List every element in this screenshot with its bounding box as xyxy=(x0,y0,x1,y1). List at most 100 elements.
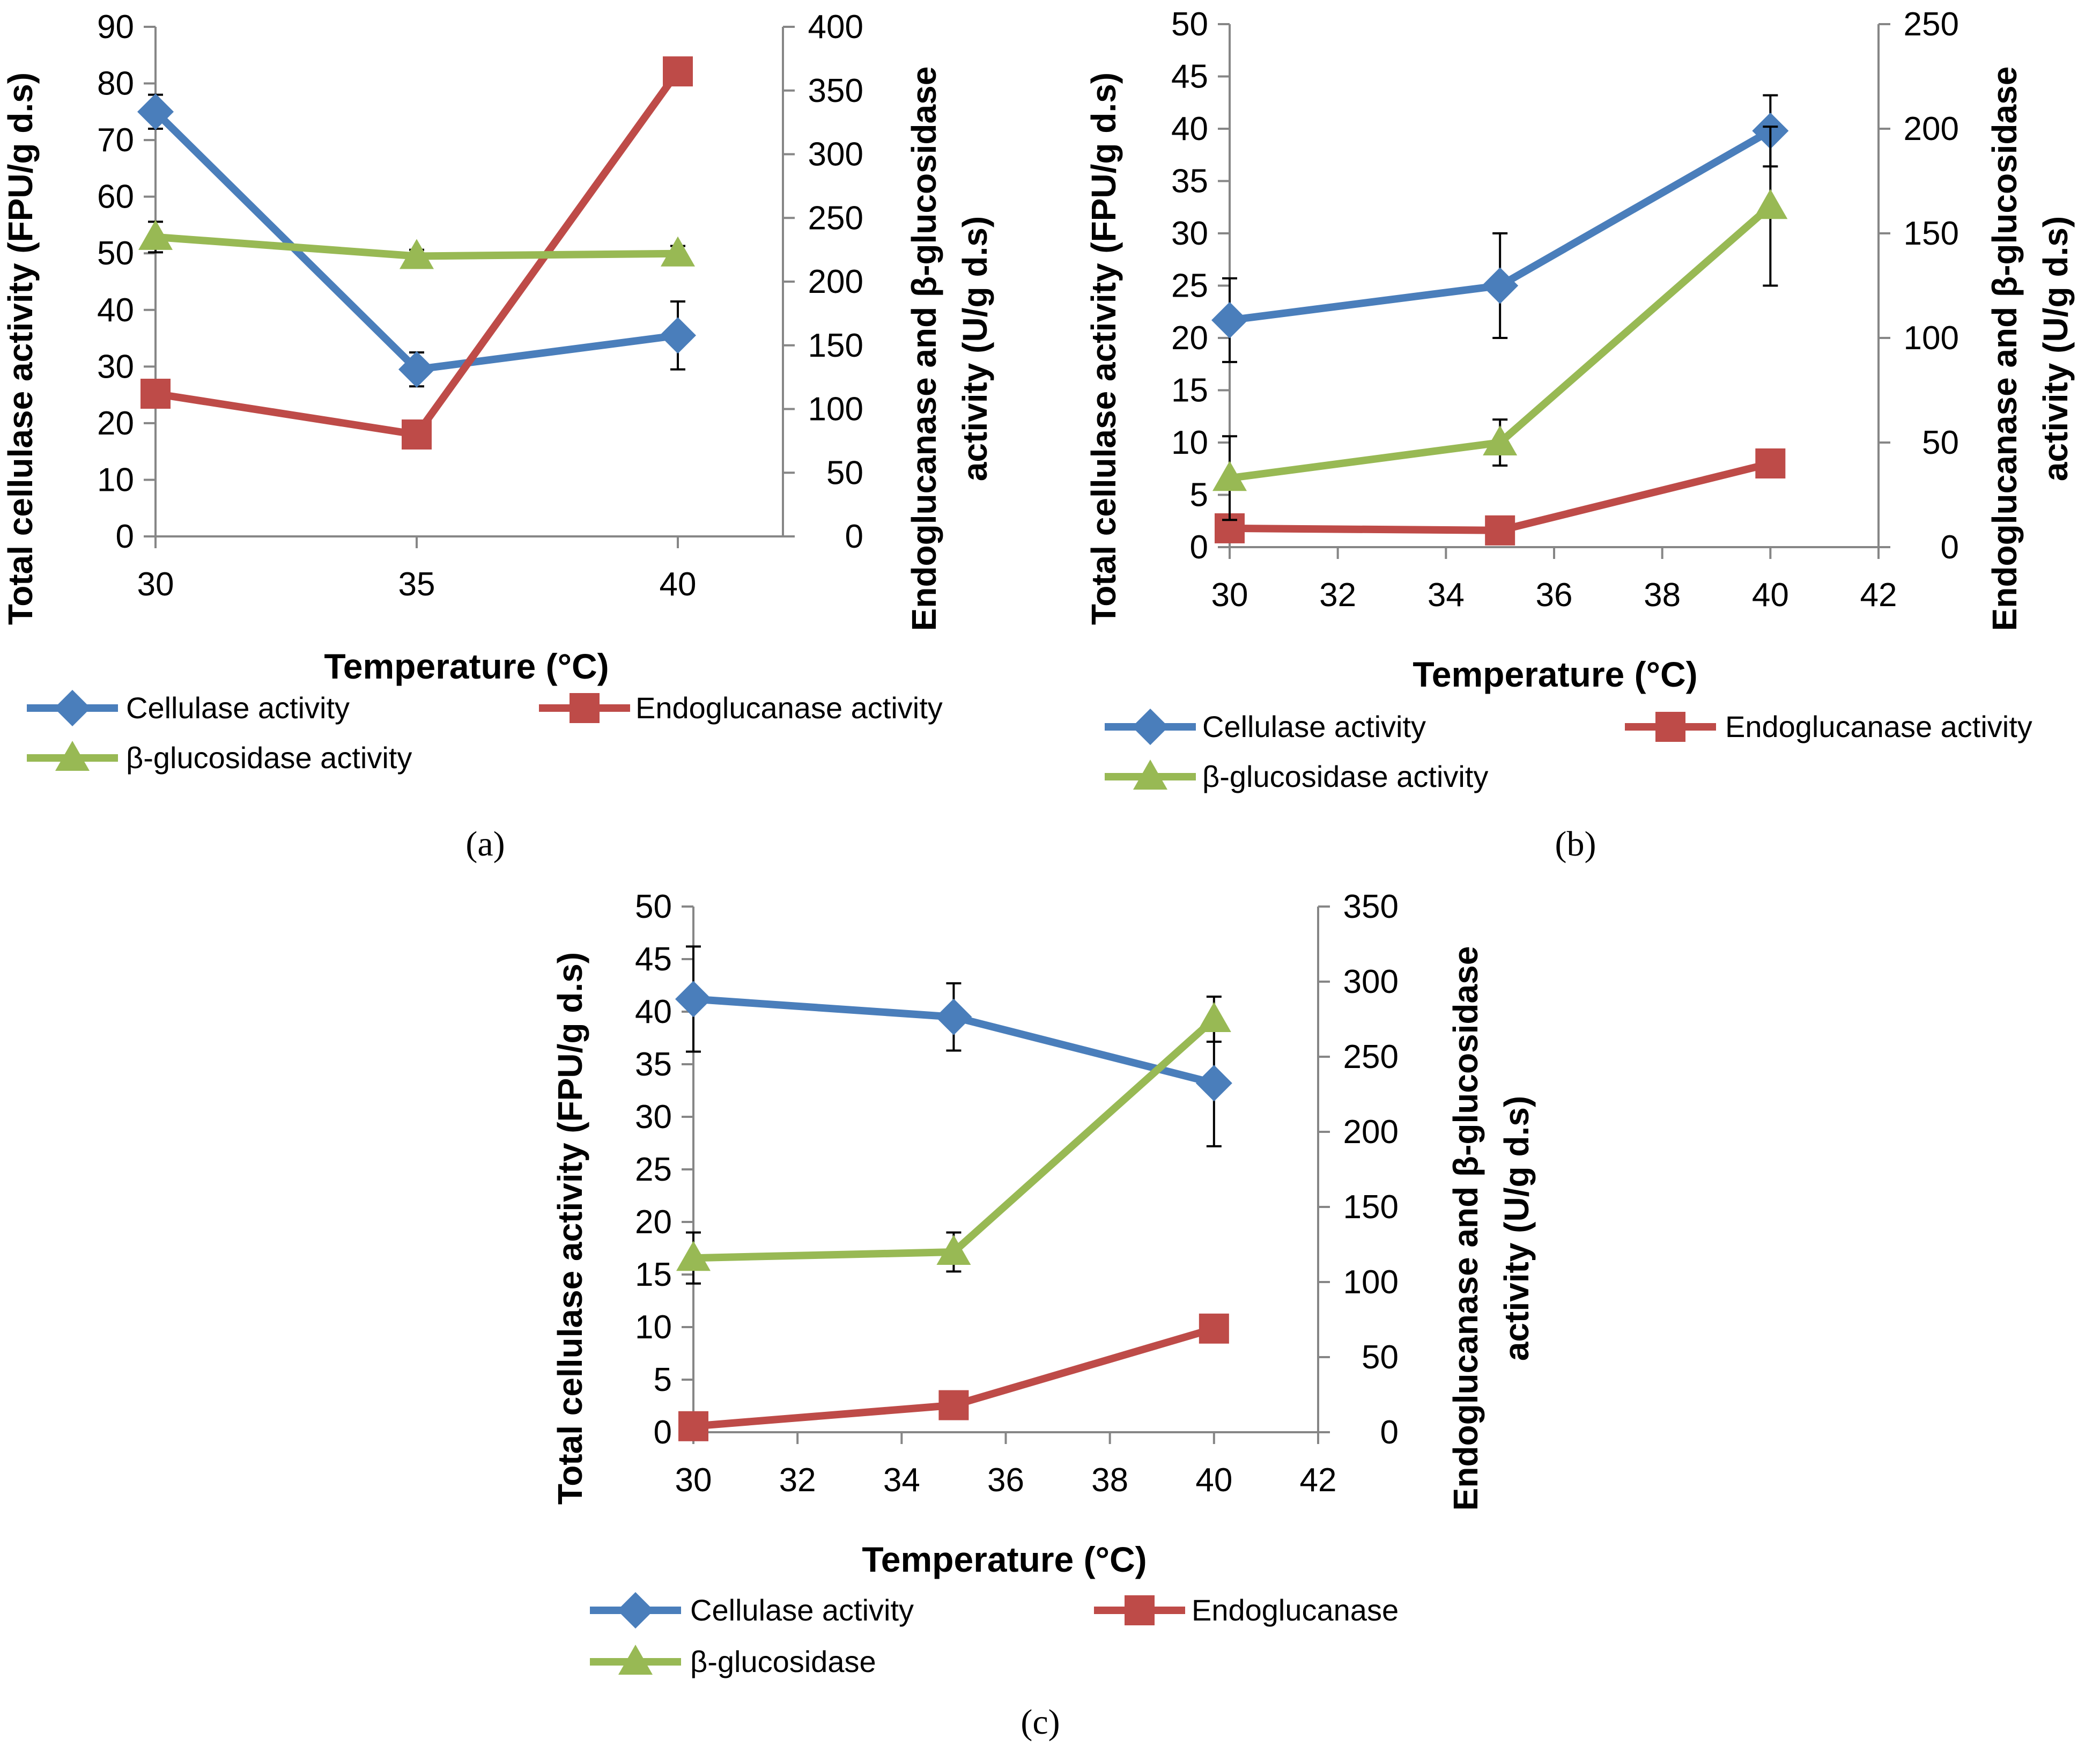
x-tick-label: 36 xyxy=(987,1462,1024,1499)
legend-entry-endoglucanase: Endoglucanase xyxy=(1094,1593,1399,1627)
y2-tick-label: 50 xyxy=(826,454,863,491)
legend-swatch-marker xyxy=(570,693,600,723)
data-point-endoglucanase xyxy=(402,419,432,450)
y-tick-label: 0 xyxy=(116,518,134,555)
y-axis-title: Total cellulase activity (FPU/g d.s) xyxy=(1,72,40,625)
y2-axis-title: activity (U/g d.s) xyxy=(1497,1096,1536,1361)
y-tick-label: 50 xyxy=(1171,6,1208,43)
data-point-endoglucanase xyxy=(938,1390,969,1420)
y-tick-label: 25 xyxy=(1171,268,1208,305)
legend-swatch-marker xyxy=(617,1592,654,1629)
x-tick-label: 30 xyxy=(137,566,174,603)
y2-tick-label: 0 xyxy=(1941,529,1959,566)
y2-tick-label: 400 xyxy=(808,9,863,46)
data-point-betaglucosidase xyxy=(1753,189,1788,219)
data-point-cellulase xyxy=(935,998,972,1035)
data-point-endoglucanase xyxy=(1755,448,1786,478)
y-tick-label: 10 xyxy=(97,461,134,498)
y2-tick-label: 0 xyxy=(845,518,863,555)
y-axis-title: Total cellulase activity (FPU/g d.s) xyxy=(551,952,589,1505)
chart-panel-a: 0 10 20 30 40 50 60 70 80 90 0 50 100 150 200 250 300 350… xyxy=(1,9,994,864)
y2-tick-label: 50 xyxy=(1362,1339,1399,1376)
y-tick-label: 5 xyxy=(1190,477,1208,514)
legend-entry-betaglucosidase: β-glucosidase activity xyxy=(1105,760,1488,793)
data-point-betaglucosidase xyxy=(676,1241,711,1271)
y2-tick-label: 300 xyxy=(1343,963,1399,1000)
y2-tick-label: 200 xyxy=(1904,111,1959,148)
legend-label: Endoglucanase activity xyxy=(635,691,943,725)
legend-swatch-marker xyxy=(1125,1595,1155,1625)
data-point-endoglucanase xyxy=(141,379,171,409)
y2-tick-label: 350 xyxy=(1343,888,1399,925)
legend-swatch-marker xyxy=(54,690,91,726)
legend-entry-betaglucosidase: β-glucosidase activity xyxy=(27,741,412,775)
data-point-cellulase xyxy=(1195,1065,1232,1102)
data-point-endoglucanase xyxy=(678,1411,708,1441)
y-tick-label: 50 xyxy=(635,888,672,925)
panel-label: (c) xyxy=(1021,1703,1060,1742)
y-tick-label: 40 xyxy=(97,292,134,329)
x-tick-label: 35 xyxy=(398,566,435,603)
y2-tick-label: 50 xyxy=(1922,424,1959,461)
legend-label: β-glucosidase xyxy=(690,1645,876,1678)
data-point-betaglucosidase xyxy=(661,236,695,267)
legend-label: Endoglucanase xyxy=(1192,1593,1399,1627)
x-tick-label: 30 xyxy=(1211,577,1248,614)
legend-entry-cellulase: Cellulase activity xyxy=(590,1592,914,1629)
y-tick-label: 35 xyxy=(635,1046,672,1083)
y-tick-label: 0 xyxy=(1190,529,1208,566)
x-tick-label: 32 xyxy=(1319,577,1356,614)
y2-axis-title: activity (U/g d.s) xyxy=(2036,216,2075,481)
x-axis-title: Temperature (°C) xyxy=(324,646,609,686)
data-point-betaglucosidase xyxy=(1196,1002,1231,1032)
y2-tick-label: 150 xyxy=(1343,1189,1399,1226)
y-tick-label: 45 xyxy=(1171,58,1208,95)
x-tick-label: 42 xyxy=(1300,1462,1337,1499)
y2-axis-title: Endoglucanase and β-glucosidase xyxy=(905,67,943,631)
x-tick-label: 34 xyxy=(883,1462,920,1499)
y-tick-label: 25 xyxy=(635,1151,672,1188)
panel-label: (b) xyxy=(1555,824,1596,864)
legend-entry-endoglucanase: Endoglucanase activity xyxy=(539,691,943,725)
series-endoglucanase xyxy=(1215,448,1786,546)
legend-swatch-marker xyxy=(1133,760,1167,790)
y-tick-label: 45 xyxy=(635,941,672,978)
x-tick-label: 38 xyxy=(1091,1462,1128,1499)
y2-tick-label: 250 xyxy=(1904,6,1959,43)
y-tick-label: 50 xyxy=(97,235,134,272)
y-tick-label: 15 xyxy=(635,1256,672,1293)
data-point-cellulase xyxy=(137,93,174,130)
legend-label: Cellulase activity xyxy=(690,1593,914,1627)
data-point-betaglucosidase xyxy=(400,239,434,269)
y-tick-label: 20 xyxy=(97,405,134,442)
series-betaglucosidase xyxy=(676,996,1231,1285)
y-tick-label: 40 xyxy=(635,993,672,1030)
y-tick-label: 30 xyxy=(97,348,134,385)
y2-tick-label: 250 xyxy=(1343,1038,1399,1076)
x-tick-label: 30 xyxy=(675,1462,712,1499)
legend-swatch-marker xyxy=(1655,712,1685,742)
y2-tick-label: 350 xyxy=(808,72,863,109)
data-point-betaglucosidase xyxy=(138,219,173,250)
y-tick-label: 0 xyxy=(654,1414,672,1451)
data-point-cellulase xyxy=(1482,267,1519,304)
y-tick-label: 35 xyxy=(1171,163,1208,200)
y-tick-label: 15 xyxy=(1171,372,1208,409)
legend-label: Cellulase activity xyxy=(126,691,350,725)
legend-label: Cellulase activity xyxy=(1202,710,1426,743)
y2-axis-title: Endoglucanase and β-glucosidase xyxy=(1985,67,2024,631)
y2-axis-title: Endoglucanase and β-glucosidase xyxy=(1446,946,1485,1511)
y2-axis-title: activity (U/g d.s) xyxy=(956,216,994,481)
y-tick-label: 60 xyxy=(97,179,134,216)
y2-tick-label: 300 xyxy=(808,136,863,173)
x-tick-label: 40 xyxy=(1195,1462,1232,1499)
series-endoglucanase xyxy=(678,1313,1229,1441)
x-axis-title: Temperature (°C) xyxy=(862,1540,1147,1579)
series-line-betaglucosidase xyxy=(693,1016,1217,1262)
y2-tick-label: 100 xyxy=(1343,1264,1399,1301)
x-tick-label: 42 xyxy=(1860,577,1897,614)
y-axis-title: Total cellulase activity (FPU/g d.s) xyxy=(1084,72,1123,625)
data-point-endoglucanase xyxy=(663,56,693,87)
data-point-betaglucosidase xyxy=(936,1235,971,1265)
y2-tick-label: 150 xyxy=(808,327,863,364)
